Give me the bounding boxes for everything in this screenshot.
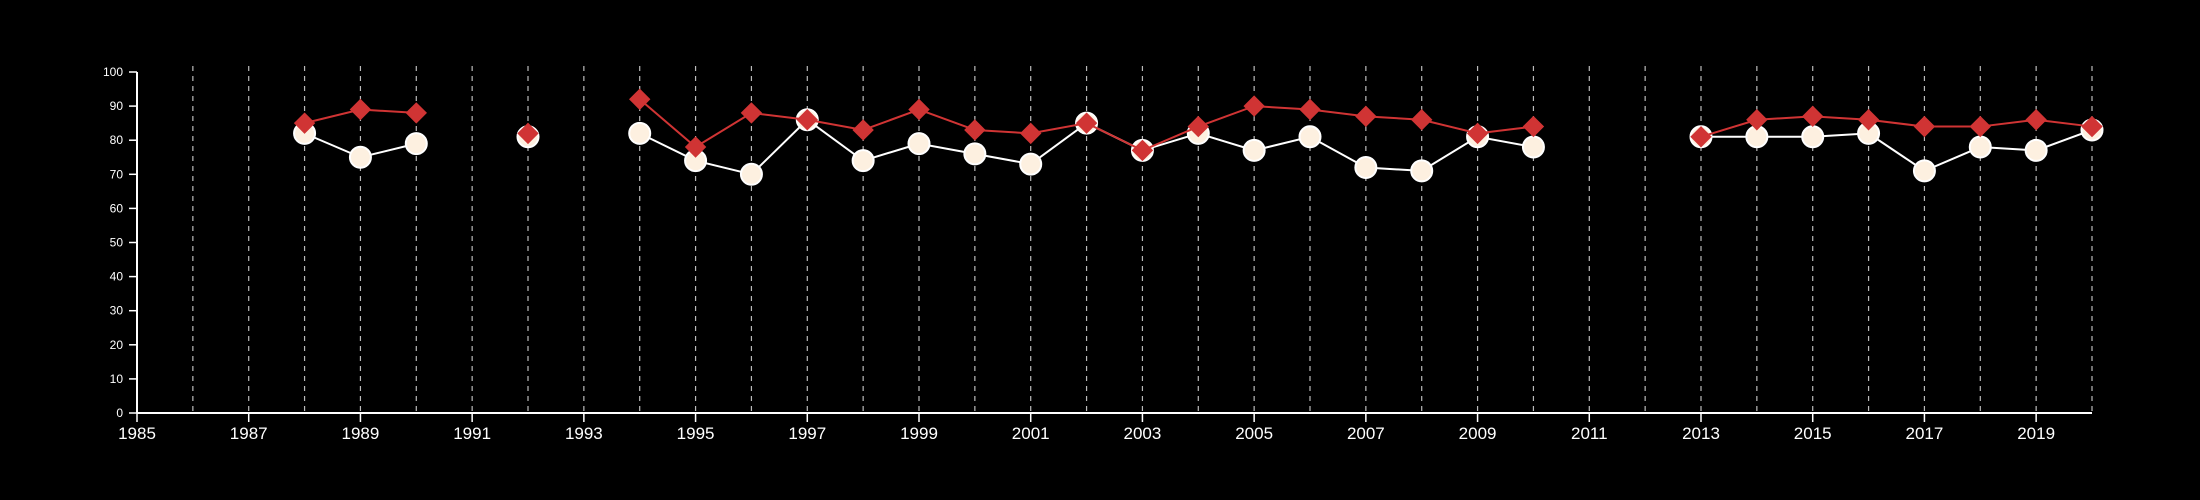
x-tick-label-1993: 1993 [565, 424, 603, 443]
series-2-point-2007 [1355, 105, 1377, 128]
series-1-point-1996 [739, 162, 763, 186]
y-tick-label-80: 80 [110, 133, 124, 147]
series-2-point-1988 [293, 112, 316, 134]
series-1-point-2005 [1242, 138, 1266, 162]
series-1-point-2006 [1298, 125, 1322, 149]
y-tick-label-70: 70 [110, 167, 124, 181]
series-2-point-1989 [349, 98, 372, 121]
series-1-point-2000 [963, 142, 987, 166]
series-1-point-2015 [1801, 125, 1825, 149]
series-2-point-2001 [1020, 122, 1042, 145]
series-2-point-1996 [740, 102, 763, 124]
series-2-point-2015 [1802, 105, 1824, 128]
axes: 0 10 20 30 40 50 60 70 80 90 100 1985 1987 1989 1991 19… [103, 65, 2092, 443]
x-tick-label-1997: 1997 [788, 424, 826, 443]
series-2-point-2018 [1969, 115, 1991, 138]
y-tick-label-40: 40 [110, 270, 124, 284]
series-2-point-1997 [796, 109, 818, 131]
series-1-point-2007 [1354, 155, 1378, 179]
series-1-point-1989 [348, 145, 372, 169]
series-2-point-2009 [1466, 122, 1489, 145]
series-2-point-2006 [1299, 98, 1321, 121]
y-tick-label-100: 100 [103, 65, 123, 79]
y-tick-label-90: 90 [110, 99, 124, 113]
series-2-point-2008 [1411, 109, 1433, 131]
series-2-point-2005 [1243, 95, 1265, 117]
series-2-point-2003 [1131, 139, 1154, 162]
x-tick-label-1999: 1999 [900, 424, 938, 443]
x-tick-label-2001: 2001 [1012, 424, 1050, 443]
series-2-point-1998 [852, 119, 874, 141]
x-tick-label-2013: 2013 [1682, 424, 1720, 443]
series-2-point-2004 [1187, 115, 1209, 138]
grid-lines [192, 66, 2093, 413]
x-tick-label-2017: 2017 [1906, 424, 1944, 443]
series-2 [293, 88, 2103, 162]
series-2-point-2000 [964, 119, 986, 141]
x-tick-label-2009: 2009 [1459, 424, 1497, 443]
y-tick-label-0: 0 [116, 406, 123, 420]
series-2-point-2017 [1913, 115, 1936, 138]
x-tick-label-2007: 2007 [1347, 424, 1385, 443]
series [293, 88, 2104, 186]
series-1-point-1998 [851, 149, 875, 173]
series-2-point-2014 [1746, 109, 1768, 131]
series-2-point-2010 [1522, 115, 1545, 138]
series-1-point-2019 [2024, 138, 2048, 162]
x-tick-label-2019: 2019 [2017, 424, 2055, 443]
series-1-point-1994 [628, 121, 652, 145]
x-tick-label-2011: 2011 [1571, 424, 1608, 443]
y-tick-label-20: 20 [110, 338, 124, 352]
x-tick-label-2005: 2005 [1235, 424, 1273, 443]
series-1-point-2010 [1521, 135, 1545, 159]
x-tick-label-1985: 1985 [118, 424, 156, 443]
series-1-point-2008 [1410, 159, 1434, 183]
series-2-point-2013 [1690, 126, 1712, 148]
series-2-point-1990 [405, 102, 427, 124]
series-2-point-1995 [684, 136, 707, 158]
y-tick-label-60: 60 [110, 201, 124, 215]
series-2-point-1992 [517, 122, 539, 145]
series-2-point-2020 [2081, 115, 2103, 138]
y-tick-label-10: 10 [110, 372, 124, 386]
series-2-point-2019 [2025, 109, 2047, 131]
x-tick-label-1989: 1989 [342, 424, 380, 443]
x-tick-label-2003: 2003 [1124, 424, 1162, 443]
x-tick-label-2015: 2015 [1794, 424, 1832, 443]
x-tick-label-1987: 1987 [230, 424, 268, 443]
series-1-point-2001 [1019, 152, 1043, 176]
series-1-point-2017 [1912, 159, 1936, 183]
series-1-point-1990 [404, 132, 428, 156]
y-tick-label-30: 30 [110, 304, 124, 318]
series-2-point-2016 [1857, 109, 1880, 131]
x-tick-label-1991: 1991 [453, 424, 491, 443]
series-1-point-2018 [1968, 135, 1992, 159]
series-1-point-1999 [907, 132, 931, 156]
series-2-point-1994 [629, 88, 651, 110]
y-tick-label-50: 50 [110, 236, 124, 250]
x-tick-label-1995: 1995 [677, 424, 715, 443]
series-2-point-2002 [1075, 112, 1098, 134]
series-2-point-1999 [908, 98, 930, 121]
